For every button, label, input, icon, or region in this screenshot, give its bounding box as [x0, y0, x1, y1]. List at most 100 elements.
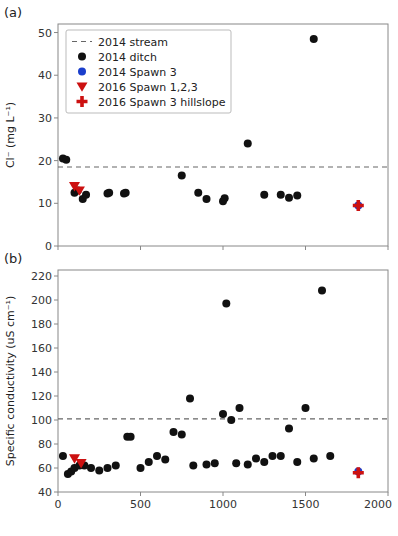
y-tick [54, 276, 58, 277]
point [236, 404, 244, 412]
point [59, 452, 67, 460]
point [153, 452, 161, 460]
point [244, 140, 252, 148]
point [353, 467, 364, 478]
x-tick [223, 492, 224, 496]
x-tick [140, 246, 141, 250]
x-tick-label: 500 [130, 498, 151, 511]
panel: 01020304050Cl⁻ (mg L⁻¹)(a)2014 stream201… [4, 5, 388, 253]
point [285, 424, 293, 432]
plot-frame [58, 270, 388, 492]
x-tick-label: 2000 [364, 498, 392, 511]
legend-label: 2016 Spawn 3 hillslope [98, 96, 226, 109]
point [189, 462, 197, 470]
x-tick [223, 246, 224, 250]
panel-title: (b) [4, 251, 22, 266]
point [122, 189, 130, 197]
panel: 4060801001201401601802002200500100015002… [4, 251, 392, 511]
point [137, 464, 145, 472]
y-tick [54, 492, 58, 493]
y-tick [54, 372, 58, 373]
point [227, 416, 235, 424]
y-tick-label: 220 [31, 270, 52, 283]
series [59, 286, 334, 478]
point [170, 428, 178, 436]
point [105, 189, 113, 197]
point [186, 394, 194, 402]
y-tick-label: 40 [38, 69, 52, 82]
y-tick-label: 40 [38, 486, 52, 499]
y-tick [54, 348, 58, 349]
y-tick-label: 30 [38, 112, 52, 125]
point [194, 189, 202, 197]
point [302, 404, 310, 412]
y-tick-label: 10 [38, 197, 52, 210]
point [203, 195, 211, 203]
y-tick-label: 160 [31, 342, 52, 355]
point [203, 460, 211, 468]
y-tick [54, 75, 58, 76]
point [219, 410, 227, 418]
point [353, 200, 364, 211]
plot-frame [58, 24, 388, 246]
point [221, 194, 229, 202]
y-tick [54, 160, 58, 161]
y-tick-label: 180 [31, 318, 52, 331]
series [353, 200, 364, 211]
point [310, 454, 318, 462]
y-tick-label: 140 [31, 366, 52, 379]
legend-symbol [78, 68, 86, 76]
point [293, 192, 301, 200]
x-tick-label: 1500 [292, 498, 320, 511]
point [277, 191, 285, 199]
point [145, 458, 153, 466]
point [222, 300, 230, 308]
point [293, 458, 301, 466]
series [58, 418, 388, 419]
y-axis-label: Cl⁻ (mg L⁻¹) [4, 102, 17, 168]
point [74, 186, 85, 195]
x-tick [305, 492, 306, 496]
y-tick-label: 50 [38, 27, 52, 40]
y-tick [54, 324, 58, 325]
x-tick [388, 246, 389, 250]
y-tick-label: 20 [38, 155, 52, 168]
point [161, 456, 169, 464]
y-tick [54, 300, 58, 301]
y-tick-label: 120 [31, 390, 52, 403]
point [104, 464, 112, 472]
y-tick [54, 420, 58, 421]
legend-symbol [72, 41, 92, 42]
point [211, 459, 219, 467]
legend-label: 2014 stream [98, 36, 168, 49]
x-tick [140, 492, 141, 496]
y-tick [54, 246, 58, 247]
legend-label: 2016 Spawn 1,2,3 [98, 81, 198, 94]
point [285, 194, 293, 202]
series [69, 182, 85, 196]
point [178, 430, 186, 438]
y-tick [54, 32, 58, 33]
x-tick [305, 246, 306, 250]
legend-symbol [77, 82, 88, 91]
x-tick-label: 1000 [209, 498, 237, 511]
y-tick [54, 396, 58, 397]
figure: 01020304050Cl⁻ (mg L⁻¹)(a)2014 stream201… [0, 0, 398, 536]
point [260, 191, 268, 199]
legend-label: 2014 Spawn 3 [98, 66, 177, 79]
x-tick-label: 0 [55, 498, 62, 511]
point [326, 452, 334, 460]
point [318, 286, 326, 294]
point [62, 156, 70, 164]
x-tick [58, 492, 59, 496]
point [112, 462, 120, 470]
y-tick [54, 444, 58, 445]
legend-symbol [78, 53, 86, 61]
legend: 2014 stream2014 ditch2014 Spawn 32016 Sp… [66, 30, 231, 113]
panel-title: (a) [4, 5, 22, 20]
y-tick [54, 117, 58, 118]
legend-symbol [77, 96, 88, 107]
y-axis-label: Specific conductivity (uS cm⁻¹) [4, 296, 17, 466]
x-tick [388, 492, 389, 496]
series [353, 467, 364, 478]
